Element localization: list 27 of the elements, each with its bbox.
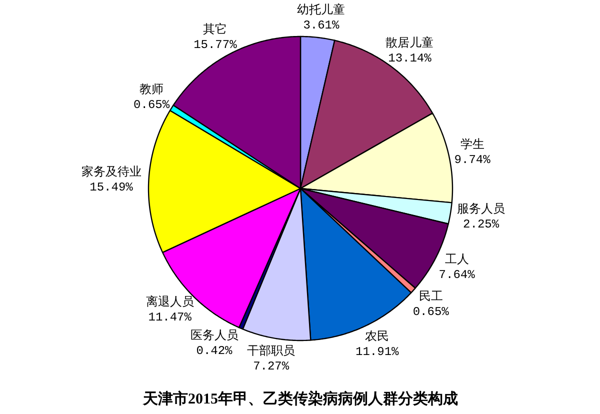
slice-label: 服务人员	[457, 202, 506, 216]
data-label: 15.49%	[90, 180, 134, 194]
slice-label: 散居儿童	[386, 35, 434, 50]
slice-label: 幼托儿童	[297, 2, 346, 17]
text: 天津市2015年甲、乙类传染病病例人群分类构成	[142, 390, 458, 408]
data-label: 9.74%	[454, 153, 492, 168]
slice-label: 工人	[444, 252, 469, 266]
slice-label: 农民	[365, 329, 390, 344]
slice-label: 学生	[460, 137, 484, 152]
data-label: 13.14%	[388, 51, 432, 66]
slice-label: 干部职员	[247, 343, 296, 358]
slice-label: 家务及待业	[81, 164, 142, 178]
data-label: 15.77%	[194, 38, 238, 52]
slice-label: 医务人员	[190, 328, 238, 342]
slice-label: 其它	[203, 22, 228, 36]
slice-label: 教师	[140, 82, 164, 96]
data-label: 11.47%	[148, 310, 192, 324]
slice-label: 离退人员	[146, 294, 194, 308]
data-label: 7.64%	[438, 268, 476, 282]
data-label: 0.65%	[134, 98, 170, 112]
data-label: 0.65%	[412, 304, 450, 319]
data-label: 7.27%	[253, 359, 290, 374]
data-label: 2.25%	[463, 218, 500, 232]
data-label: 3.61%	[303, 18, 340, 33]
slice-label: 民工	[418, 288, 443, 303]
data-label: 11.91%	[356, 345, 400, 360]
data-label: 0.42%	[196, 344, 234, 358]
